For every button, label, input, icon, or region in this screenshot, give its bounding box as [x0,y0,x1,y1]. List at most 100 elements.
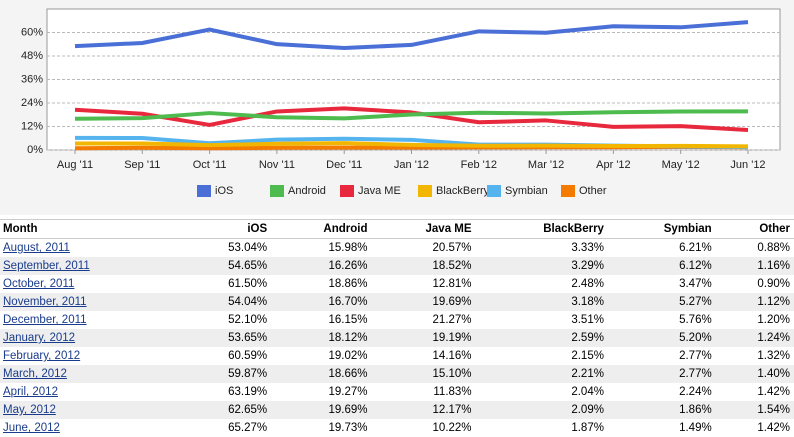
column-header: BlackBerry [475,219,608,239]
value-cell: 54.65% [180,257,272,275]
value-cell: 5.76% [679,314,712,326]
value-cell: 0.90% [757,278,790,290]
month-link[interactable]: February, 2012 [3,350,81,362]
value-cell: 1.32% [757,350,790,362]
value-cell: 2.04% [571,386,604,398]
month-cell: April, 2012 [0,383,181,401]
value-cell: 1.16% [715,257,794,275]
value-cell: 60.59% [228,350,268,362]
value-cell: 2.48% [571,278,604,290]
value-cell: 5.20% [607,329,716,347]
chart: 0% 12% 24% 36% 48% 60% Aug '11 Sep '11 Oct '11 No… [0,0,794,215]
value-cell: 19.69% [371,293,476,311]
x-tick-label: Feb '12 [461,159,497,171]
column-header: Android [271,219,372,239]
table-row: December, 2011 52.10% 16.15% 21.27% 3.51% 5.7… [0,311,794,329]
table-row: January, 2012 53.65% 18.12% 19.19% 2.59% 5.20… [0,329,794,347]
value-cell: 11.83% [433,386,472,398]
x-tick-label: Nov '11 [259,159,295,171]
value-cell: 3.51% [571,314,604,326]
value-cell: 19.19% [371,329,476,347]
value-cell: 16.15% [328,314,368,326]
month-link[interactable]: March, 2012 [3,368,67,380]
month-link[interactable]: November, 2011 [3,296,87,308]
value-cell: 0.88% [757,242,790,254]
value-cell: 2.24% [679,386,712,398]
legend-label: Symbian [505,185,548,197]
y-tick-label: 60% [21,26,43,38]
value-cell: 2.77% [679,350,712,362]
value-cell: 2.21% [475,365,608,383]
column-header: iOS [180,219,272,239]
month-link[interactable]: October, 2011 [3,278,75,290]
month-link[interactable]: December, 2011 [3,314,87,326]
x-tick-label: Sep '11 [124,159,160,171]
value-cell: 2.77% [607,365,716,383]
value-cell: 1.42% [757,386,790,398]
value-cell: 59.87% [180,365,272,383]
value-cell: 20.57% [432,242,472,254]
legend-label: Other [579,185,607,197]
column-header: Other [715,219,794,239]
value-cell: 2.59% [475,329,608,347]
x-tick-label: Jun '12 [730,159,765,171]
value-cell: 2.15% [571,350,604,362]
month-cell: November, 2011 [0,293,181,311]
legend-item: Symbian [487,185,548,197]
month-cell: May, 2012 [0,401,181,419]
series-line [74,20,749,50]
y-tick-label: 36% [21,73,43,85]
month-link[interactable]: May, 2012 [3,404,56,416]
value-cell: 19.27% [328,386,368,398]
value-cell: 6.21% [679,242,712,254]
legend-item: Android [270,185,326,197]
value-cell: 19.69% [271,401,372,419]
value-cell: 18.12% [271,329,372,347]
data-table: Month iOS Android Java ME BlackBerry Symbian O… [0,219,794,437]
value-cell: 1.87% [571,422,604,434]
value-cell: 1.86% [607,401,716,419]
month-cell: January, 2012 [0,329,181,347]
month-link[interactable]: June, 2012 [3,422,60,434]
value-cell: 19.02% [328,350,368,362]
value-cell: 1.42% [757,422,790,434]
series-line [74,109,749,121]
value-cell: 2.09% [475,401,608,419]
value-cell: 54.04% [180,293,272,311]
month-link[interactable]: January, 2012 [3,332,76,344]
legend-swatch [340,185,354,197]
legend-item: Other [561,185,607,197]
table-row: November, 2011 54.04% 16.70% 19.69% 3.18% 5.2… [0,293,794,311]
month-cell: June, 2012 [0,419,181,437]
column-header: Java ME [371,219,476,239]
value-cell: 12.81% [432,278,472,290]
legend-swatch [270,185,284,197]
value-cell: 16.26% [271,257,372,275]
value-cell: 19.73% [328,422,368,434]
value-cell: 1.12% [715,293,794,311]
month-cell: October, 2011 [0,275,181,293]
table-row: October, 2011 61.50% 18.86% 12.81% 2.48% 3.47… [0,275,794,293]
legend-label: Android [288,185,326,197]
value-cell: 3.29% [475,257,608,275]
legend-item: Java ME [340,185,401,197]
column-header: Symbian [607,219,716,239]
legend-swatch [197,185,211,197]
month-link[interactable]: September, 2011 [3,260,90,272]
value-cell: 15.98% [328,242,368,254]
y-tick-label: 24% [21,97,43,109]
value-cell: 65.27% [228,422,268,434]
month-link[interactable]: April, 2012 [3,386,58,398]
month-link[interactable]: August, 2011 [3,242,70,254]
value-cell: 18.66% [271,365,372,383]
value-cell: 1.20% [757,314,790,326]
y-tick-label: 12% [21,120,43,132]
month-cell: September, 2011 [0,257,181,275]
value-cell: 52.10% [228,314,268,326]
y-tick-label: 0% [27,144,43,156]
table-row: March, 2012 59.87% 18.66% 15.10% 2.21% 2.77% 1… [0,365,794,383]
table-row: August, 2011 53.04% 15.98% 20.57% 3.33% 6.21%… [0,239,794,258]
value-cell: 18.52% [371,257,476,275]
x-tick-label: Mar '12 [528,159,564,171]
